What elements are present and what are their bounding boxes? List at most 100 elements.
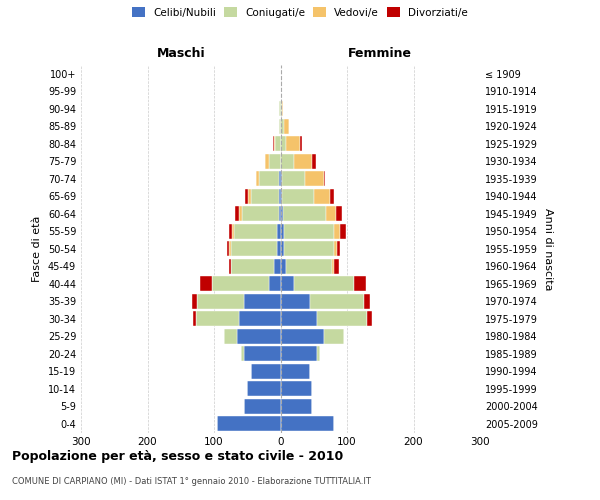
Text: COMUNE DI CARPIANO (MI) - Dati ISTAT 1° gennaio 2010 - Elaborazione TUTTITALIA.I: COMUNE DI CARPIANO (MI) - Dati ISTAT 1° … [12, 478, 371, 486]
Bar [245, 189, 248, 204]
Bar [281, 312, 317, 326]
Bar [265, 154, 269, 168]
Bar [282, 102, 283, 116]
Bar [217, 416, 281, 431]
Bar [284, 224, 334, 238]
Bar [279, 189, 281, 204]
Bar [212, 276, 269, 291]
Bar [281, 224, 284, 238]
Bar [281, 416, 334, 431]
Bar [234, 224, 277, 238]
Bar [281, 206, 283, 221]
Bar [281, 172, 282, 186]
Bar [200, 276, 212, 291]
Bar [324, 329, 344, 344]
Bar [294, 154, 313, 168]
Bar [281, 154, 294, 168]
Bar [224, 329, 237, 344]
Bar [281, 242, 284, 256]
Bar [251, 364, 281, 378]
Text: Femmine: Femmine [348, 47, 412, 60]
Bar [244, 399, 281, 413]
Bar [337, 242, 340, 256]
Bar [251, 189, 279, 204]
Bar [281, 294, 310, 308]
Text: Maschi: Maschi [157, 47, 205, 60]
Bar [192, 294, 197, 308]
Text: Popolazione per età, sesso e stato civile - 2010: Popolazione per età, sesso e stato civil… [12, 450, 343, 463]
Bar [239, 312, 281, 326]
Bar [331, 189, 334, 204]
Bar [281, 399, 313, 413]
Bar [281, 364, 310, 378]
Bar [301, 136, 302, 151]
Bar [286, 136, 301, 151]
Bar [235, 206, 239, 221]
Bar [259, 172, 279, 186]
Bar [229, 259, 230, 274]
Y-axis label: Fasce di età: Fasce di età [32, 216, 42, 282]
Bar [367, 312, 372, 326]
Bar [227, 242, 229, 256]
Bar [269, 154, 281, 168]
Bar [279, 102, 281, 116]
Bar [275, 136, 281, 151]
Bar [278, 206, 281, 221]
Legend: Celibi/Nubili, Coniugati/e, Vedovi/e, Divorziati/e: Celibi/Nubili, Coniugati/e, Vedovi/e, Di… [130, 5, 470, 20]
Bar [193, 312, 196, 326]
Bar [281, 346, 317, 361]
Bar [286, 259, 332, 274]
Bar [247, 382, 281, 396]
Bar [196, 312, 239, 326]
Bar [272, 136, 274, 151]
Bar [326, 206, 337, 221]
Bar [229, 242, 230, 256]
Bar [248, 189, 251, 204]
Bar [334, 259, 339, 274]
Bar [281, 189, 282, 204]
Bar [269, 276, 281, 291]
Bar [274, 136, 275, 151]
Bar [283, 206, 326, 221]
Bar [256, 172, 259, 186]
Bar [310, 294, 364, 308]
Bar [277, 224, 281, 238]
Bar [337, 206, 341, 221]
Bar [277, 242, 281, 256]
Bar [242, 206, 278, 221]
Bar [244, 294, 281, 308]
Bar [282, 172, 305, 186]
Bar [281, 382, 313, 396]
Bar [230, 259, 274, 274]
Bar [284, 242, 334, 256]
Bar [241, 346, 244, 361]
Bar [230, 242, 277, 256]
Y-axis label: Anni di nascita: Anni di nascita [543, 208, 553, 290]
Bar [284, 119, 289, 134]
Bar [334, 224, 340, 238]
Bar [239, 206, 242, 221]
Bar [314, 189, 331, 204]
Bar [332, 259, 334, 274]
Bar [340, 224, 346, 238]
Bar [281, 276, 294, 291]
Bar [324, 172, 325, 186]
Bar [282, 189, 314, 204]
Bar [281, 136, 286, 151]
Bar [281, 119, 284, 134]
Bar [281, 259, 286, 274]
Bar [305, 172, 324, 186]
Bar [274, 259, 281, 274]
Bar [232, 224, 234, 238]
Bar [317, 346, 320, 361]
Bar [294, 276, 353, 291]
Bar [279, 119, 281, 134]
Bar [313, 154, 316, 168]
Bar [197, 294, 244, 308]
Bar [244, 346, 281, 361]
Bar [229, 224, 232, 238]
Bar [281, 329, 324, 344]
Bar [334, 242, 337, 256]
Bar [364, 294, 370, 308]
Bar [353, 276, 365, 291]
